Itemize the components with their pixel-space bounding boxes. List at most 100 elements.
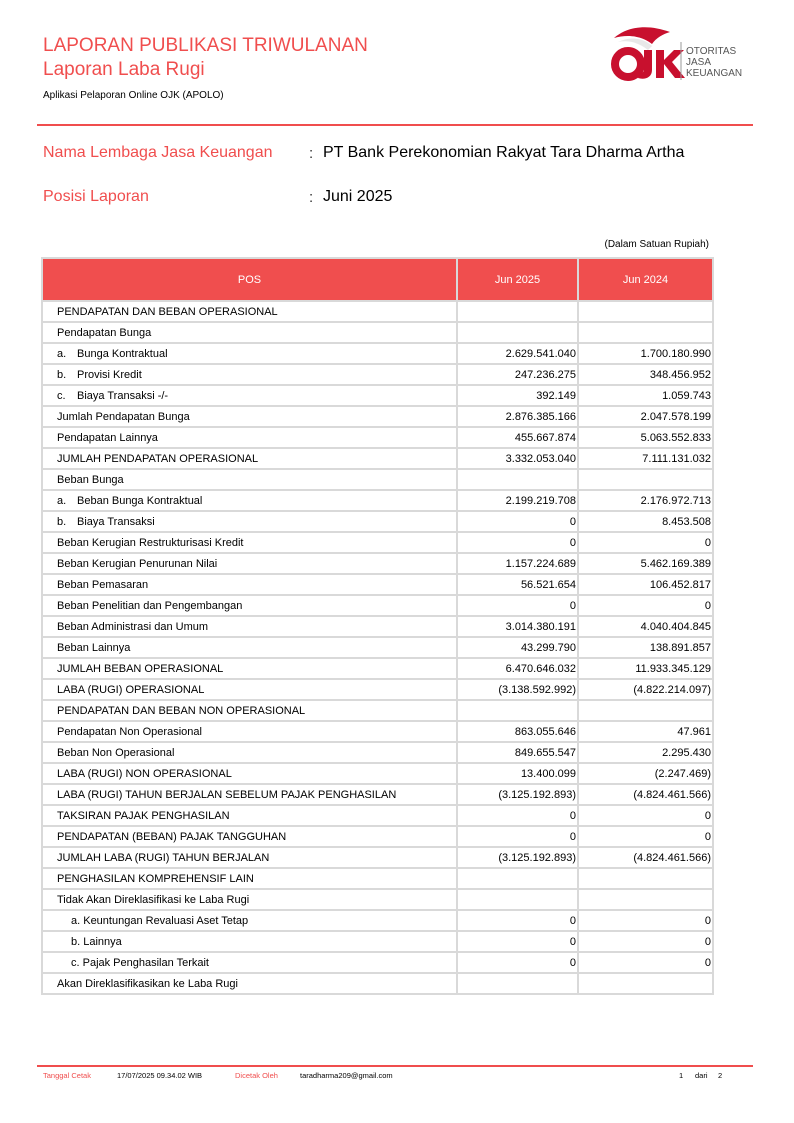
value-jun-2025 bbox=[456, 468, 579, 491]
row-label-cell: PENDAPATAN DAN BEBAN OPERASIONAL bbox=[41, 300, 458, 323]
print-date-label: Tanggal Cetak bbox=[43, 1071, 91, 1080]
row-label-cell: JUMLAH LABA (RUGI) TAHUN BERJALAN bbox=[41, 846, 458, 869]
value-jun-2025: (3.125.192.893) bbox=[456, 846, 579, 869]
table-row: Beban Pemasaran 56.521.654 106.452.817 bbox=[41, 573, 714, 596]
table-row: JUMLAH LABA (RUGI) TAHUN BERJALAN (3.125.… bbox=[41, 846, 714, 869]
value-jun-2024: 0 bbox=[577, 804, 714, 827]
row-label-cell: LABA (RUGI) OPERASIONAL bbox=[41, 678, 458, 701]
value-jun-2025: 849.655.547 bbox=[456, 741, 579, 764]
posisi-value: Juni 2025 bbox=[323, 188, 393, 205]
table-row: JUMLAH BEBAN OPERASIONAL 6.470.646.032 11.… bbox=[41, 657, 714, 680]
row-label: Pendapatan Bunga bbox=[57, 326, 152, 339]
logo-text-3: KEUANGAN bbox=[686, 68, 742, 79]
table-row: Beban Lainnya 43.299.790 138.891.857 bbox=[41, 636, 714, 659]
row-label: Akan Direklasifikasikan ke Laba Rugi bbox=[57, 977, 238, 990]
value-jun-2025: 863.055.646 bbox=[456, 720, 579, 743]
value-jun-2025: 392.149 bbox=[456, 384, 579, 407]
report-subtitle: Laporan Laba Rugi bbox=[43, 59, 205, 80]
table-row: Pendapatan Lainnya 455.667.874 5.063.552.8… bbox=[41, 426, 714, 449]
table-row: Pendapatan Bunga bbox=[41, 321, 714, 344]
value-jun-2024 bbox=[577, 300, 714, 323]
row-label-cell: Beban Administrasi dan Umum bbox=[41, 615, 458, 638]
row-label-cell: PENDAPATAN DAN BEBAN NON OPERASIONAL bbox=[41, 699, 458, 722]
value-jun-2025: 3.014.380.191 bbox=[456, 615, 579, 638]
table-row: Tidak Akan Direklasifikasi ke Laba Rugi bbox=[41, 888, 714, 911]
row-label: PENGHASILAN KOMPREHENSIF LAIN bbox=[57, 872, 254, 885]
table-row: Beban Penelitian dan Pengembangan 0 0 bbox=[41, 594, 714, 617]
table-row: Pendapatan Non Operasional 863.055.646 47.… bbox=[41, 720, 714, 743]
value-jun-2025: 1.157.224.689 bbox=[456, 552, 579, 575]
row-label: Pendapatan Lainnya bbox=[57, 431, 158, 444]
row-label-cell: PENDAPATAN (BEBAN) PAJAK TANGGUHAN bbox=[41, 825, 458, 848]
value-jun-2024: 0 bbox=[577, 909, 714, 932]
value-jun-2025 bbox=[456, 888, 579, 911]
value-jun-2024: 0 bbox=[577, 825, 714, 848]
row-label: c. Pajak Penghasilan Terkait bbox=[71, 956, 209, 969]
value-jun-2024: 138.891.857 bbox=[577, 636, 714, 659]
value-jun-2025: 0 bbox=[456, 930, 579, 953]
value-jun-2025: 13.400.099 bbox=[456, 762, 579, 785]
value-jun-2025 bbox=[456, 321, 579, 344]
value-jun-2025 bbox=[456, 699, 579, 722]
row-label-cell: PENGHASILAN KOMPREHENSIF LAIN bbox=[41, 867, 458, 890]
row-label: Tidak Akan Direklasifikasi ke Laba Rugi bbox=[57, 893, 250, 906]
table-row: LABA (RUGI) OPERASIONAL (3.138.592.992) (4… bbox=[41, 678, 714, 701]
table-row: Beban Bunga bbox=[41, 468, 714, 491]
page-total: 2 bbox=[718, 1071, 723, 1080]
row-label-cell: Akan Direklasifikasikan ke Laba Rugi bbox=[41, 972, 458, 995]
value-jun-2025: 3.332.053.040 bbox=[456, 447, 579, 470]
unit-note: (Dalam Satuan Rupiah) bbox=[604, 239, 710, 250]
table-row: b. Biaya Transaksi 0 8.453.508 bbox=[41, 510, 714, 533]
value-jun-2024: 11.933.345.129 bbox=[577, 657, 714, 680]
row-label-cell: Pendapatan Non Operasional bbox=[41, 720, 458, 743]
row-label-cell: Pendapatan Bunga bbox=[41, 321, 458, 344]
row-label: Bunga Kontraktual bbox=[77, 347, 168, 360]
table-row: a. Keuntungan Revaluasi Aset Tetap 0 0 bbox=[41, 909, 714, 932]
value-jun-2025 bbox=[456, 300, 579, 323]
table-row: TAKSIRAN PAJAK PENGHASILAN 0 0 bbox=[41, 804, 714, 827]
value-jun-2024: 0 bbox=[577, 594, 714, 617]
row-label-cell: JUMLAH BEBAN OPERASIONAL bbox=[41, 657, 458, 680]
value-jun-2025: 455.667.874 bbox=[456, 426, 579, 449]
table-row: Beban Kerugian Restrukturisasi Kredit 0 0 bbox=[41, 531, 714, 554]
table-row: c. Biaya Transaksi -/- 392.149 1.059.743 bbox=[41, 384, 714, 407]
row-label: PENDAPATAN DAN BEBAN NON OPERASIONAL bbox=[57, 704, 306, 717]
value-jun-2024: (4.824.461.566) bbox=[577, 783, 714, 806]
row-label-cell: Tidak Akan Direklasifikasi ke Laba Rugi bbox=[41, 888, 458, 911]
row-label-cell: Beban Penelitian dan Pengembangan bbox=[41, 594, 458, 617]
value-jun-2024: 0 bbox=[577, 531, 714, 554]
value-jun-2024: 0 bbox=[577, 951, 714, 974]
row-marker: a. bbox=[57, 347, 67, 360]
row-label-cell: TAKSIRAN PAJAK PENGHASILAN bbox=[41, 804, 458, 827]
row-label: a. Keuntungan Revaluasi Aset Tetap bbox=[71, 914, 249, 927]
row-label-cell: Beban Lainnya bbox=[41, 636, 458, 659]
row-label: TAKSIRAN PAJAK PENGHASILAN bbox=[57, 809, 230, 822]
table-row: b. Provisi Kredit 247.236.275 348.456.952 bbox=[41, 363, 714, 386]
row-marker: a. bbox=[57, 494, 67, 507]
value-jun-2024: 8.453.508 bbox=[577, 510, 714, 533]
value-jun-2025: 6.470.646.032 bbox=[456, 657, 579, 680]
value-jun-2025: 0 bbox=[456, 510, 579, 533]
row-label-cell: LABA (RUGI) TAHUN BERJALAN SEBELUM PAJAK… bbox=[41, 783, 458, 806]
row-label: PENDAPATAN DAN BEBAN OPERASIONAL bbox=[57, 305, 278, 318]
value-jun-2025: 0 bbox=[456, 825, 579, 848]
lembaga-label: Nama Lembaga Jasa Keuangan bbox=[43, 144, 273, 161]
colon: : bbox=[309, 189, 314, 206]
row-label-cell: Beban Bunga bbox=[41, 468, 458, 491]
header-divider bbox=[37, 124, 753, 126]
row-label: JUMLAH PENDAPATAN OPERASIONAL bbox=[57, 452, 259, 465]
row-label-cell: Beban Non Operasional bbox=[41, 741, 458, 764]
row-marker: c. bbox=[57, 389, 66, 402]
row-label: LABA (RUGI) TAHUN BERJALAN SEBELUM PAJAK… bbox=[57, 788, 397, 801]
table-row: Beban Kerugian Penurunan Nilai 1.157.224.… bbox=[41, 552, 714, 575]
value-jun-2025 bbox=[456, 867, 579, 890]
colon: : bbox=[309, 145, 314, 162]
table-row: LABA (RUGI) NON OPERASIONAL 13.400.099 (2.… bbox=[41, 762, 714, 785]
row-label-cell: Beban Kerugian Restrukturisasi Kredit bbox=[41, 531, 458, 554]
value-jun-2025: 0 bbox=[456, 594, 579, 617]
table-row: PENDAPATAN DAN BEBAN NON OPERASIONAL bbox=[41, 699, 714, 722]
row-label: Beban Kerugian Restrukturisasi Kredit bbox=[57, 536, 244, 549]
posisi-label: Posisi Laporan bbox=[43, 188, 149, 205]
row-label: Beban Non Operasional bbox=[57, 746, 175, 759]
header-jun-2024: Jun 2024 bbox=[577, 257, 714, 302]
